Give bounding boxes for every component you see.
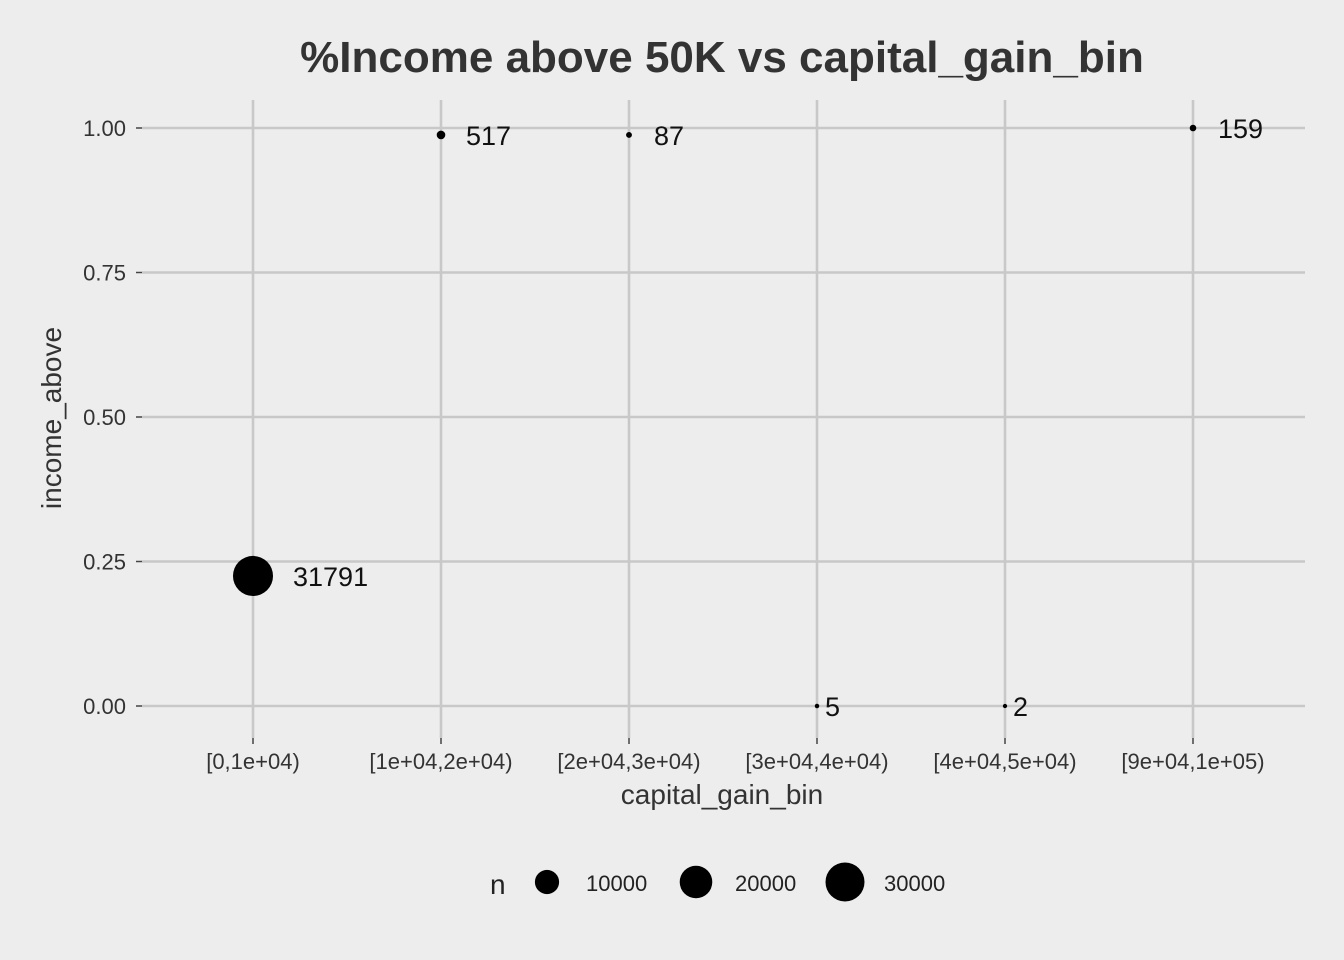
data-point	[232, 555, 274, 596]
x-tick-label: [3e+04,4e+04)	[745, 749, 888, 774]
data-point	[1189, 124, 1197, 132]
x-tick-label: [4e+04,5e+04)	[933, 749, 1076, 774]
legend-key	[679, 865, 713, 899]
data-point	[626, 131, 632, 138]
grid-layer	[142, 100, 1305, 738]
legend-label: 30000	[884, 871, 945, 896]
data-label: 517	[466, 121, 511, 151]
y-tick-label: 0.75	[83, 261, 126, 286]
y-tick-label: 0.00	[83, 694, 126, 719]
legend-key	[825, 862, 865, 902]
data-point	[436, 130, 446, 140]
legend-key	[534, 869, 560, 895]
data-point	[814, 703, 820, 709]
legend-label: 10000	[586, 871, 647, 896]
y-axis-title: income_above	[36, 327, 67, 509]
x-axis: [0,1e+04) [1e+04,2e+04) [2e+04,3e+04) [3e+0…	[206, 738, 1265, 774]
data-point	[1002, 703, 1008, 709]
chart-title: %Income above 50K vs capital_gain_bin	[300, 33, 1144, 82]
legend-title: n	[490, 869, 506, 900]
x-tick-label: [9e+04,1e+05)	[1121, 749, 1264, 774]
x-tick-label: [2e+04,3e+04)	[557, 749, 700, 774]
data-label: 5	[825, 692, 840, 722]
x-tick-label: [1e+04,2e+04)	[369, 749, 512, 774]
size-legend: n 10000 20000 30000	[490, 862, 945, 902]
x-tick-label: [0,1e+04)	[206, 749, 300, 774]
data-label: 159	[1218, 114, 1263, 144]
data-label: 2	[1013, 692, 1028, 722]
data-label: 31791	[293, 562, 368, 592]
x-axis-title: capital_gain_bin	[621, 779, 823, 810]
data-label: 87	[654, 121, 684, 151]
y-axis: 0.00 0.25 0.50 0.75 1.00	[83, 116, 142, 719]
points-layer	[232, 124, 1197, 709]
y-tick-label: 0.50	[83, 405, 126, 430]
data-labels-layer: 31791 517 87 5 2 159	[293, 114, 1263, 722]
legend-label: 20000	[735, 871, 796, 896]
y-tick-label: 0.25	[83, 550, 126, 575]
y-tick-label: 1.00	[83, 116, 126, 141]
